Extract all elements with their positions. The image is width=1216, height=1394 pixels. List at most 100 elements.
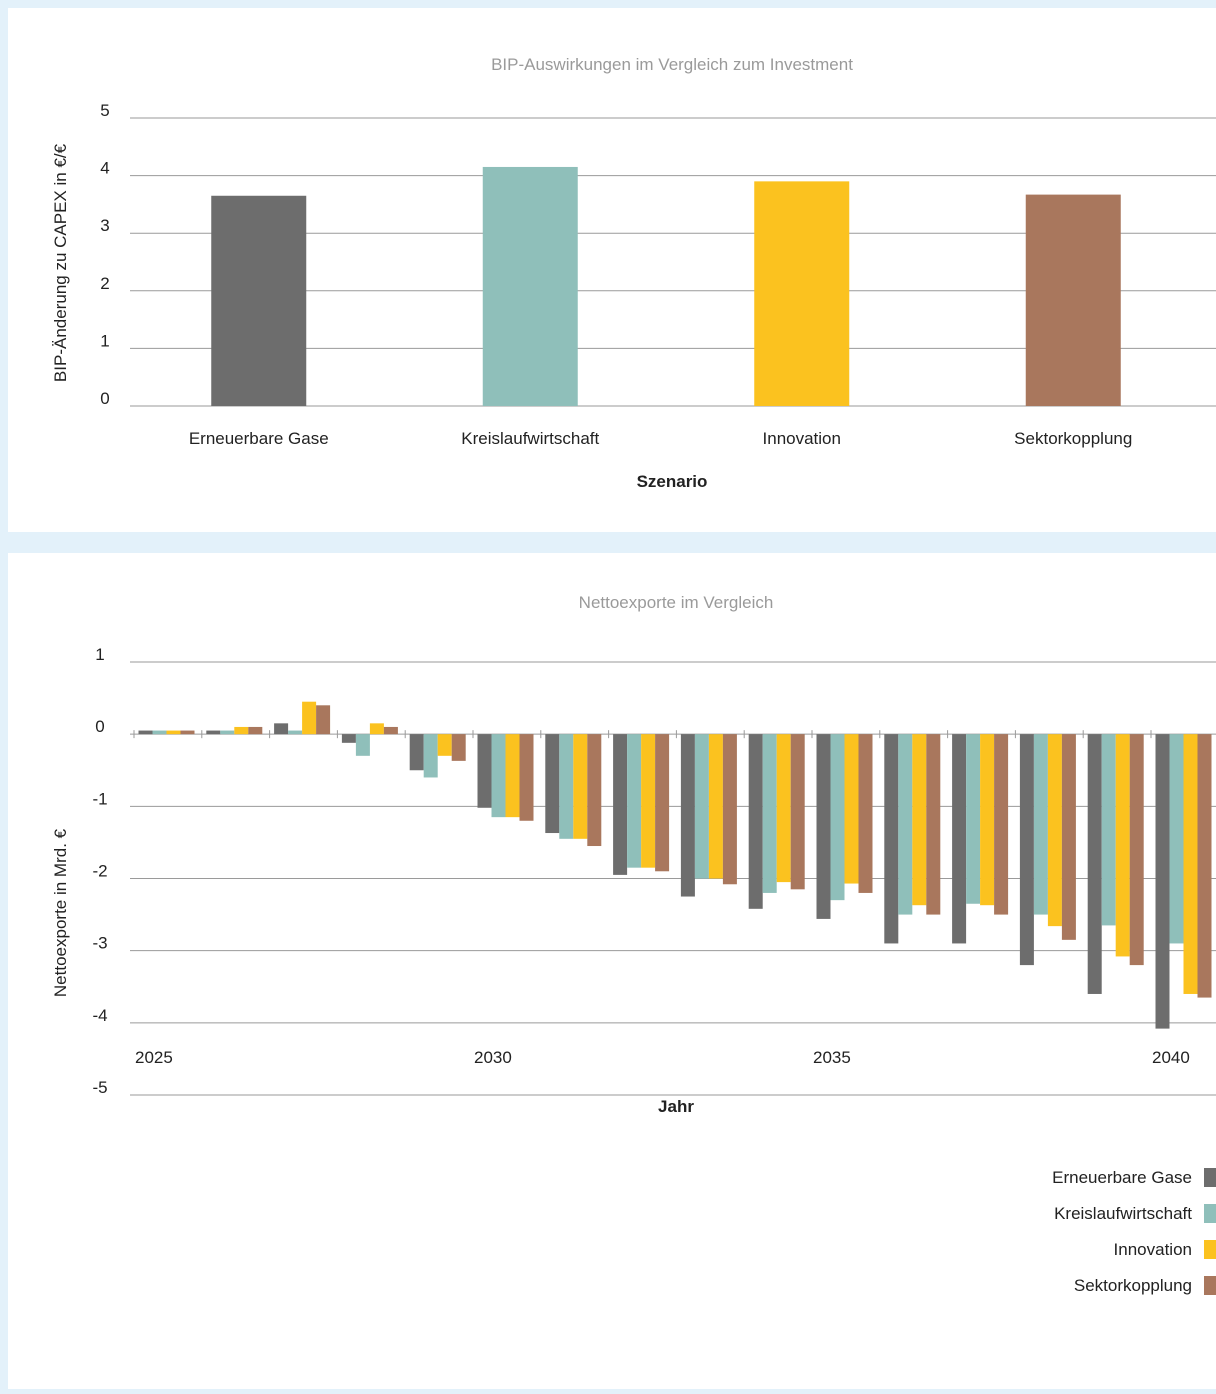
bar-2034-innovation [776,734,791,883]
y-tick-label: 2 [100,274,109,293]
bar-2037-innovation [980,734,995,906]
y-tick-label: 0 [100,389,109,408]
bar-2027-innovation [302,701,317,735]
y-axis-label: BIP-Änderung zu CAPEX in €/€ [51,143,70,382]
y-axis-label: Nettoexporte in Mrd. € [51,828,70,997]
bar-2032-innovation [641,734,656,868]
bar-2033-innovation [708,734,723,879]
y-tick-label: -2 [92,862,107,881]
bar-2028-kreislaufwirtschaft [355,734,370,756]
bar-2039-innovation [1115,734,1130,957]
y-tick-label: 1 [95,645,104,664]
bar-2028-sektorkopplung [383,726,398,735]
bar-2032-erneuerbare-gase [613,734,628,875]
bar-2033-kreislaufwirtschaft [694,734,709,879]
bar-2037-sektorkopplung [994,734,1009,915]
bar-2033-sektorkopplung [722,734,737,885]
legend-label: Innovation [1114,1240,1192,1259]
legend-swatch [1204,1240,1216,1259]
bar-2030-sektorkopplung [519,734,534,821]
bar-2036-sektorkopplung [926,734,941,915]
legend-swatch [1204,1204,1216,1223]
x-axis-label: Szenario [637,472,708,491]
y-tick-label: -5 [92,1078,107,1097]
x-tick-label: 2030 [474,1048,512,1067]
bar-2026-erneuerbare-gase [206,730,221,735]
bar-2028-innovation [369,723,384,735]
bar-2033-erneuerbare-gase [680,734,695,897]
y-tick-label: 5 [100,101,109,120]
bar-2035-innovation [844,734,859,884]
bar-2031-sektorkopplung [587,734,602,847]
bar-2040-innovation [1183,734,1198,994]
bar-2026-sektorkopplung [248,726,263,735]
legend-swatch [1204,1276,1216,1295]
bar-2029-sektorkopplung [451,734,466,761]
bar-2025-kreislaufwirtschaft [152,730,167,735]
bar-2027-erneuerbare-gase [274,723,289,735]
bar-2025-sektorkopplung [180,730,195,735]
x-axis-label: Jahr [658,1097,694,1116]
bar-sektorkopplung [1025,194,1121,406]
bar-2034-erneuerbare-gase [748,734,763,909]
bar-2025-erneuerbare-gase [138,730,153,735]
legend-label: Kreislaufwirtschaft [1054,1204,1192,1223]
bar-2029-innovation [437,734,452,756]
bar-2031-kreislaufwirtschaft [559,734,574,839]
bar-2040-kreislaufwirtschaft [1169,734,1184,944]
x-tick-label: Kreislaufwirtschaft [461,429,599,448]
bar-2030-innovation [505,734,520,818]
y-tick-label: -1 [92,789,107,808]
x-tick-label: Erneuerbare Gase [189,429,329,448]
x-tick-label: 2025 [135,1048,173,1067]
bar-2036-erneuerbare-gase [884,734,899,944]
bar-2039-erneuerbare-gase [1087,734,1102,994]
bar-2029-erneuerbare-gase [409,734,424,771]
bar-2027-kreislaufwirtschaft [288,730,303,735]
bar-2029-kreislaufwirtschaft [423,734,438,778]
bar-2034-sektorkopplung [790,734,805,890]
bar-2032-sektorkopplung [655,734,670,872]
bar-2040-sektorkopplung [1197,734,1212,998]
bar-2039-kreislaufwirtschaft [1101,734,1116,926]
bar-2040-erneuerbare-gase [1155,734,1170,1029]
bar-2028-erneuerbare-gase [341,734,356,743]
x-tick-label: 2040 [1152,1048,1190,1067]
legend-swatch [1204,1168,1216,1187]
bar-2038-sektorkopplung [1061,734,1076,940]
bar-2032-kreislaufwirtschaft [627,734,642,868]
bar-2025-innovation [166,730,181,735]
net-exports-chart: Nettoexporte im Vergleich Nettoexporte i… [51,593,1216,1295]
y-tick-label: 1 [100,331,109,350]
chart-title: Nettoexporte im Vergleich [579,593,774,612]
chart-panel-net-exports: Nettoexporte im Vergleich Nettoexporte i… [8,553,1216,1389]
bar-2037-erneuerbare-gase [952,734,967,944]
y-tick-label: 3 [100,216,109,235]
chart-panel-gdp: BIP-Auswirkungen im Vergleich zum Invest… [8,8,1216,532]
bar-2031-innovation [573,734,588,839]
bar-2038-kreislaufwirtschaft [1033,734,1048,915]
bar-2030-erneuerbare-gase [477,734,492,808]
y-tick-label: 4 [100,159,109,178]
bar-2035-kreislaufwirtschaft [830,734,845,901]
bar-2031-erneuerbare-gase [545,734,560,834]
bar-2036-innovation [912,734,927,906]
bar-2038-erneuerbare-gase [1019,734,1034,966]
x-tick-label: Sektorkopplung [1014,429,1132,448]
bar-2038-innovation [1047,734,1062,927]
legend-label: Sektorkopplung [1074,1276,1192,1295]
legend-label: Erneuerbare Gase [1052,1168,1192,1187]
bar-2034-kreislaufwirtschaft [762,734,777,893]
y-tick-label: -3 [92,934,107,953]
chart-title: BIP-Auswirkungen im Vergleich zum Invest… [491,55,853,74]
bar-2036-kreislaufwirtschaft [898,734,913,915]
bar-2030-kreislaufwirtschaft [491,734,506,818]
bar-2026-kreislaufwirtschaft [220,730,235,735]
x-tick-label: Innovation [763,429,841,448]
x-tick-label: 2035 [813,1048,851,1067]
bar-2037-kreislaufwirtschaft [966,734,981,904]
bar-erneuerbare-gase [211,195,307,406]
gdp-chart: BIP-Auswirkungen im Vergleich zum Invest… [51,55,1216,491]
bar-2026-innovation [234,726,249,735]
bar-kreislaufwirtschaft [482,166,578,406]
